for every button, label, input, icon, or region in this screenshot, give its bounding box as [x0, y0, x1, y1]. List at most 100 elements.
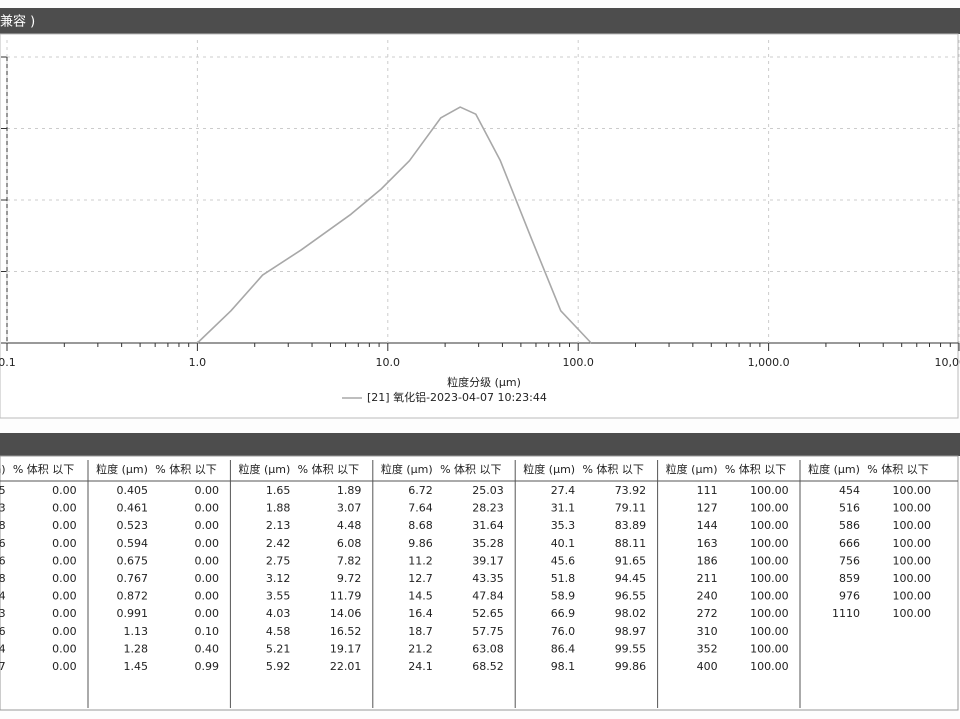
legend-label: [21] 氧化铝-2023-04-07 10:23:44: [367, 390, 547, 404]
size-cell: 144: [697, 519, 718, 532]
percent-cell: 0.00: [52, 590, 77, 603]
percent-cell: 0.99: [195, 660, 220, 673]
size-cell: 6: [0, 537, 6, 550]
size-cell: 8: [0, 519, 6, 532]
column-header: % 体积 以下: [725, 462, 786, 476]
column-header: 粒度 (μm): [523, 462, 575, 476]
size-cell: 0.991: [117, 607, 149, 620]
percent-cell: 0.00: [195, 502, 220, 515]
percent-cell: 0.00: [195, 554, 220, 567]
percent-cell: 0.00: [52, 519, 77, 532]
percent-cell: 35.28: [472, 537, 504, 550]
column-header: 粒度 (μm): [381, 462, 433, 476]
size-cell: 14: [0, 590, 6, 603]
percent-cell: 0.00: [52, 554, 77, 567]
size-cell: 12.7: [408, 572, 433, 585]
size-cell: 352: [697, 642, 718, 655]
percent-cell: 11.79: [330, 590, 362, 603]
percent-cell: 99.86: [615, 660, 647, 673]
size-cell: 3.12: [266, 572, 291, 585]
percent-cell: 7.82: [337, 554, 362, 567]
size-cell: 516: [839, 502, 860, 515]
size-cell: 1.28: [124, 642, 149, 655]
percent-cell: 0.00: [195, 590, 220, 603]
percent-cell: 100.00: [750, 537, 789, 550]
percent-cell: 4.48: [337, 519, 362, 532]
size-cell: 5.21: [266, 642, 291, 655]
size-cell: 240: [697, 590, 718, 603]
size-cell: 5.92: [266, 660, 291, 673]
size-cell: 58.9: [551, 590, 576, 603]
size-cell: 272: [697, 607, 718, 620]
size-cell: 31.1: [551, 502, 576, 515]
percent-cell: 98.02: [615, 607, 647, 620]
percent-cell: 0.00: [52, 484, 77, 497]
percent-cell: 16.52: [330, 625, 362, 638]
size-cell: 0.523: [117, 519, 149, 532]
size-cell: 976: [839, 590, 860, 603]
table-bar: [0, 433, 960, 456]
percent-cell: 57.75: [472, 625, 504, 638]
size-cell: 8.68: [408, 519, 433, 532]
size-cell: 1.45: [124, 660, 149, 673]
size-cell: 66: [0, 554, 6, 567]
size-cell: 45.6: [551, 554, 576, 567]
size-cell: 88: [0, 572, 6, 585]
percent-cell: 0.00: [52, 625, 77, 638]
size-cell: 756: [839, 554, 860, 567]
size-cell: 859: [839, 572, 860, 585]
size-cell: 163: [697, 537, 718, 550]
window-title: 兼容 ): [0, 14, 35, 30]
column-header: % 体积 以下: [155, 462, 216, 476]
size-cell: 3.55: [266, 590, 291, 603]
size-cell: 7.64: [408, 502, 433, 515]
size-cell: 6.72: [408, 484, 433, 497]
percent-cell: 99.55: [615, 642, 647, 655]
column-header: 粒度 (μm): [96, 462, 148, 476]
x-axis-label: 粒度分级 (μm): [447, 375, 521, 389]
percent-cell: 100.00: [893, 484, 932, 497]
chart-panel: [0, 33, 959, 419]
percent-cell: 0.00: [52, 642, 77, 655]
percent-cell: 100.00: [893, 607, 932, 620]
percent-cell: 31.64: [472, 519, 504, 532]
column-header: % 体积 以下: [582, 462, 643, 476]
percent-cell: 79.11: [615, 502, 647, 515]
size-cell: 11.2: [408, 554, 433, 567]
percent-cell: 1.89: [337, 484, 362, 497]
percent-cell: 100.00: [750, 642, 789, 655]
percent-cell: 83.89: [615, 519, 647, 532]
percent-cell: 0.00: [52, 660, 77, 673]
percent-cell: 19.17: [330, 642, 362, 655]
column-header: % 体积 以下: [13, 462, 74, 476]
percent-cell: 25.03: [472, 484, 504, 497]
percent-cell: 100.00: [750, 572, 789, 585]
percent-cell: 100.00: [893, 519, 932, 532]
size-cell: 76: [0, 625, 6, 638]
size-cell: 186: [697, 554, 718, 567]
percent-cell: 0.00: [52, 572, 77, 585]
percent-cell: 73.92: [615, 484, 647, 497]
x-tick-label: 0.1: [0, 356, 16, 369]
percent-cell: 63.08: [472, 642, 504, 655]
percent-cell: 68.52: [472, 660, 504, 673]
size-cell: 14.5: [408, 590, 433, 603]
x-tick-label: 1,000.0: [748, 356, 790, 369]
percent-cell: 100.00: [893, 572, 932, 585]
percent-cell: 100.00: [893, 590, 932, 603]
size-cell: 1110: [832, 607, 860, 620]
size-cell: 400: [697, 660, 718, 673]
column-header: % 体积 以下: [298, 462, 359, 476]
size-cell: 66.9: [551, 607, 576, 620]
size-cell: 4.03: [266, 607, 291, 620]
percent-cell: 0.00: [195, 607, 220, 620]
x-tick-label: 10.0: [376, 356, 401, 369]
percent-cell: 0.00: [195, 537, 220, 550]
percent-cell: 52.65: [472, 607, 504, 620]
size-cell: 16.4: [408, 607, 433, 620]
size-cell: 24.1: [408, 660, 433, 673]
percent-cell: 3.07: [337, 502, 362, 515]
percent-cell: 98.97: [615, 625, 647, 638]
